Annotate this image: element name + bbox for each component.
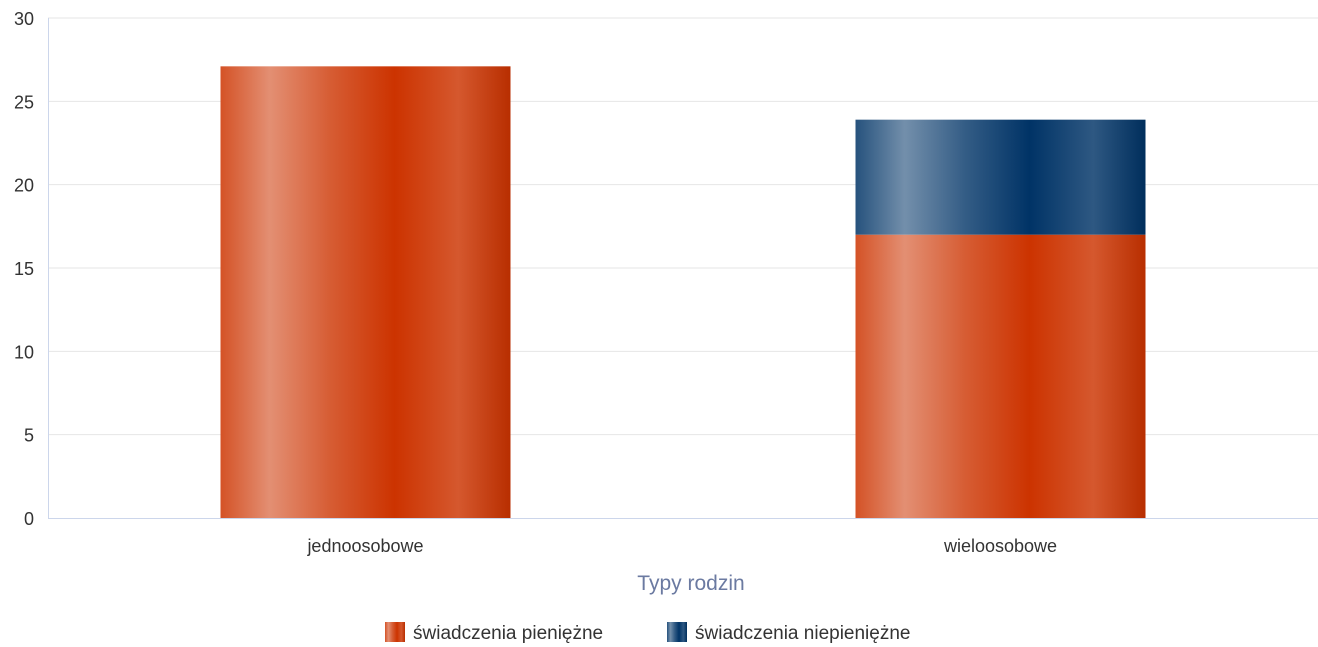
- bar-segment-pieniezne[interactable]: [855, 234, 1146, 518]
- x-tick-label: wieloosobowe: [943, 536, 1057, 556]
- y-tick-label: 20: [14, 176, 34, 196]
- y-tick-label: 15: [14, 259, 34, 279]
- bar-segment-niepieniezne[interactable]: [855, 119, 1146, 235]
- bar-segment-pieniezne[interactable]: [220, 66, 511, 518]
- y-axis-ticks: 0 5 10 15 20 25 30: [14, 9, 34, 529]
- x-axis-ticks: jednoosobowe wieloosobowe: [306, 536, 1057, 556]
- legend[interactable]: świadczenia pieniężne świadczenia niepien…: [385, 622, 910, 644]
- x-tick-label: jednoosobowe: [306, 536, 423, 556]
- y-tick-label: 10: [14, 342, 34, 362]
- legend-swatch: [667, 622, 687, 642]
- y-tick-label: 0: [24, 509, 34, 529]
- y-tick-label: 30: [14, 9, 34, 29]
- y-tick-label: 5: [24, 426, 34, 446]
- bars: [220, 66, 1146, 518]
- y-tick-label: 25: [14, 92, 34, 112]
- legend-item-pieniezne[interactable]: świadczenia pieniężne: [385, 622, 603, 644]
- legend-item-niepieniezne[interactable]: świadczenia niepieniężne: [667, 622, 910, 644]
- x-axis-title: Typy rodzin: [637, 572, 744, 595]
- legend-label: świadczenia niepieniężne: [695, 623, 910, 644]
- x-axis: [48, 18, 1318, 519]
- legend-label: świadczenia pieniężne: [413, 623, 603, 644]
- legend-swatch: [385, 622, 405, 642]
